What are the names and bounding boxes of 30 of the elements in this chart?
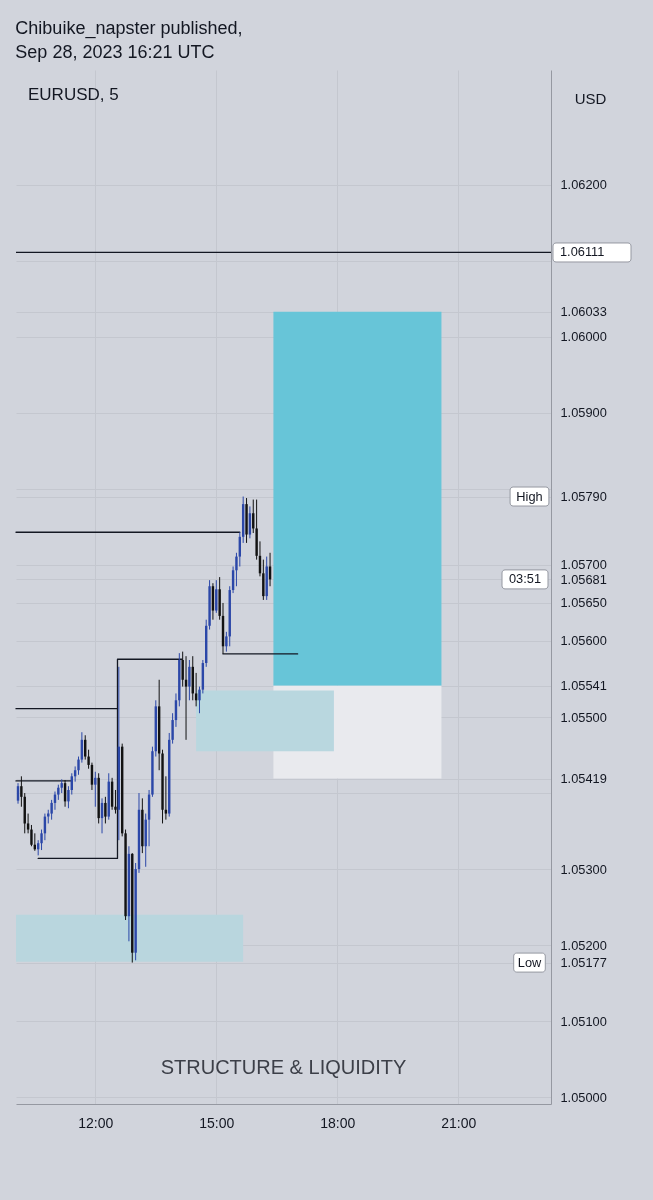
y-tick-label: 1.05100	[560, 1013, 607, 1029]
y-tick-label: 1.06033	[560, 304, 607, 320]
y-tick-label: 1.05900	[560, 405, 607, 421]
annotation: 03:51	[508, 571, 542, 587]
annotation: STRUCTURE & LIQUIDITY	[160, 1056, 407, 1078]
y-tick-label: 1.05600	[560, 633, 607, 649]
y-axis-title: USD	[574, 89, 607, 107]
y-tick-label: 1.05681	[560, 571, 607, 587]
x-tick-label: 15:00	[199, 1114, 235, 1131]
x-tick-label: 18:00	[320, 1114, 356, 1131]
annotation: Low	[517, 954, 542, 970]
y-tick-label: 1.05541	[560, 678, 607, 694]
ref-line-label: 1.06111	[560, 244, 605, 260]
chart-title: Chibuike_napster published,	[15, 18, 243, 39]
annotation: EURUSD, 5	[28, 85, 119, 104]
y-tick-label: 1.05500	[560, 709, 607, 725]
annotation: High	[516, 488, 543, 504]
y-tick-label: 1.05200	[560, 937, 607, 953]
y-tick-label: 1.06000	[560, 329, 607, 345]
y-tick-label: 1.05700	[560, 557, 607, 573]
y-tick-label: 1.06200	[560, 177, 607, 193]
y-tick-label: 1.05790	[560, 489, 607, 505]
y-tick-label: 1.05419	[560, 771, 607, 787]
y-tick-label: 1.05000	[560, 1089, 607, 1105]
y-tick-label: 1.05300	[560, 861, 607, 877]
chart-subtitle: Sep 28, 2023 16:21 UTC	[15, 42, 215, 62]
y-tick-label: 1.05177	[560, 955, 607, 971]
y-tick-label: 1.05650	[560, 595, 607, 611]
x-tick-label: 21:00	[441, 1114, 477, 1131]
x-tick-label: 12:00	[78, 1114, 114, 1131]
